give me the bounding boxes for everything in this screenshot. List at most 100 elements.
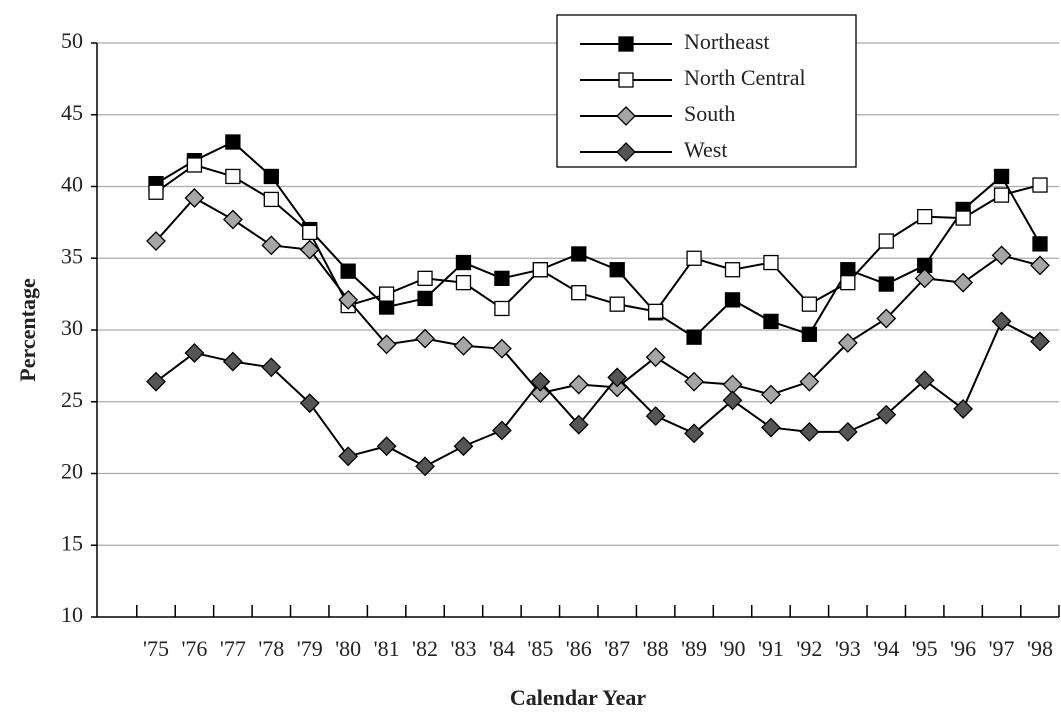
data-point xyxy=(184,343,205,363)
data-point xyxy=(263,191,279,208)
x-tick-label: '81 xyxy=(374,636,400,661)
data-point xyxy=(417,270,433,286)
data-point xyxy=(991,245,1012,266)
data-point xyxy=(568,374,589,395)
data-point xyxy=(953,272,974,293)
data-point xyxy=(494,270,510,286)
x-tick-label: '86 xyxy=(566,636,592,661)
data-point xyxy=(686,329,702,345)
data-point xyxy=(763,254,779,271)
data-point xyxy=(261,357,282,378)
y-tick-label: 20 xyxy=(61,459,83,484)
data-point xyxy=(801,326,818,342)
legend-label: North Central xyxy=(684,65,806,90)
data-point xyxy=(722,390,743,411)
data-point xyxy=(837,421,858,442)
data-point xyxy=(878,233,894,249)
y-tick-label: 40 xyxy=(61,172,83,197)
data-point xyxy=(491,338,512,359)
data-point xyxy=(455,254,472,271)
y-tick-label: 30 xyxy=(61,315,83,340)
data-point xyxy=(415,456,435,477)
x-tick-label: '97 xyxy=(989,636,1015,661)
data-point xyxy=(917,208,933,225)
x-tick-label: '83 xyxy=(450,636,476,661)
legend-marker xyxy=(618,36,634,52)
data-point xyxy=(799,421,820,442)
data-point xyxy=(417,290,433,307)
data-point xyxy=(376,334,397,355)
data-point xyxy=(453,436,474,457)
data-point xyxy=(684,371,705,392)
data-point xyxy=(876,308,897,329)
data-point xyxy=(378,299,395,315)
data-point xyxy=(1032,236,1048,252)
data-point xyxy=(571,285,587,301)
data-point xyxy=(494,300,510,317)
y-tick-label: 10 xyxy=(61,602,83,627)
data-point xyxy=(146,371,166,392)
x-tick-label: '92 xyxy=(796,636,822,661)
x-tick-label: '93 xyxy=(835,636,861,661)
x-tick-label: '84 xyxy=(489,636,515,661)
legend: Northeast North Central South West xyxy=(556,14,857,168)
x-tick-label: '96 xyxy=(950,636,976,661)
x-tick-label: '98 xyxy=(1027,636,1053,661)
y-tick-label: 25 xyxy=(61,387,83,412)
legend-marker xyxy=(616,142,636,162)
data-point xyxy=(801,296,818,312)
x-tick-label: '76 xyxy=(181,636,207,661)
data-point xyxy=(609,262,625,278)
x-tick-label: '87 xyxy=(604,636,630,661)
data-point xyxy=(568,414,589,435)
data-point xyxy=(338,446,359,467)
data-point xyxy=(148,184,164,200)
data-point xyxy=(993,187,1010,203)
data-point xyxy=(263,168,279,185)
data-point xyxy=(225,134,241,150)
legend-box xyxy=(556,14,857,168)
data-point xyxy=(799,371,820,392)
data-point xyxy=(571,246,587,262)
x-tick-label: '94 xyxy=(873,636,899,661)
data-point xyxy=(837,332,858,353)
data-point xyxy=(1032,177,1048,193)
data-point xyxy=(261,235,282,256)
x-tick-label: '77 xyxy=(220,636,246,661)
data-point xyxy=(609,296,625,312)
data-point xyxy=(340,263,356,279)
data-point xyxy=(146,231,166,251)
data-point xyxy=(878,276,894,292)
data-point xyxy=(648,303,664,319)
data-point xyxy=(184,188,205,208)
data-point xyxy=(302,224,318,241)
data-point xyxy=(684,423,705,444)
data-point xyxy=(530,371,551,392)
x-tick-label: '91 xyxy=(758,636,784,661)
x-tick-label: '80 xyxy=(335,636,361,661)
data-point xyxy=(1030,331,1050,352)
legend-marker xyxy=(618,72,634,88)
data-point xyxy=(299,393,320,414)
data-point xyxy=(955,210,971,226)
x-tick-label: '79 xyxy=(297,636,323,661)
data-point xyxy=(299,239,320,260)
data-point xyxy=(186,157,203,173)
data-point xyxy=(914,268,935,289)
data-point xyxy=(455,274,472,291)
x-tick-label: '82 xyxy=(412,636,438,661)
data-point xyxy=(763,313,779,330)
data-point xyxy=(225,168,241,185)
data-point xyxy=(724,262,741,278)
data-point xyxy=(761,417,781,438)
data-point xyxy=(761,384,781,405)
data-point xyxy=(991,311,1012,332)
x-axis-title: Calendar Year xyxy=(510,685,647,710)
legend-marker xyxy=(616,106,636,126)
data-point xyxy=(840,262,856,278)
x-tick-label: '85 xyxy=(527,636,553,661)
x-tick-label: '95 xyxy=(912,636,938,661)
series-line xyxy=(155,140,1041,339)
